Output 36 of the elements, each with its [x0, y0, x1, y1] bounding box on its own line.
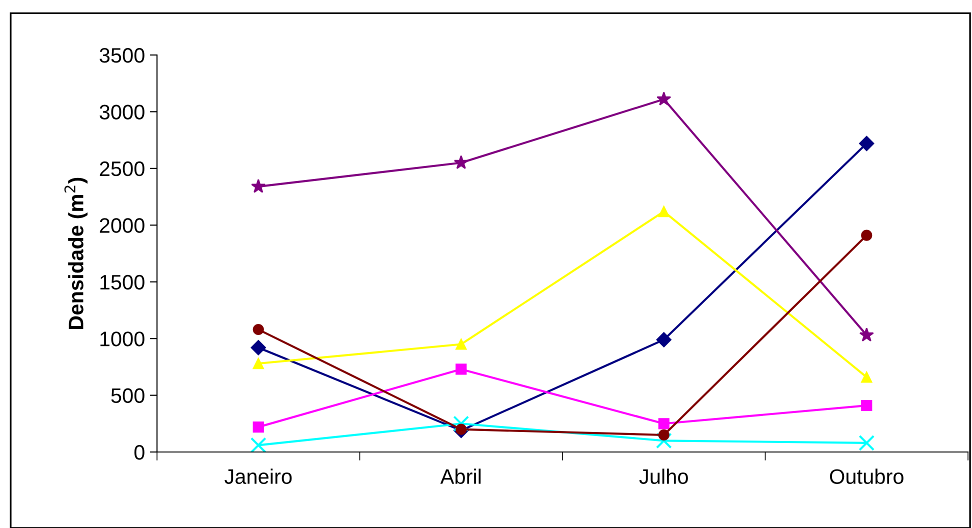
point [859, 136, 874, 152]
point [454, 155, 468, 170]
x-tick-label: Outubro [830, 468, 904, 484]
y-tick-label: 1000 [100, 332, 144, 346]
point [456, 338, 467, 350]
y-axis-title: Densidade (m$^{2}$) [64, 178, 88, 329]
point [658, 206, 670, 218]
x-tick-label: Abril [440, 468, 481, 484]
y-tick-label: 2000 [100, 218, 144, 233]
y-tick-label: 1500 [100, 274, 144, 290]
x-tick-label: Julho [639, 468, 688, 484]
point [456, 364, 467, 375]
point [861, 230, 872, 241]
point [251, 178, 266, 193]
point [859, 328, 874, 342]
point [656, 332, 672, 348]
y-tick-label: 500 [111, 388, 144, 404]
y-tick-label: 3000 [100, 104, 144, 120]
point [252, 324, 264, 336]
y-tick-label: 2500 [100, 161, 144, 176]
point [252, 358, 264, 370]
point [656, 92, 672, 106]
point [250, 340, 266, 356]
y-tick-label: 3500 [100, 48, 144, 63]
point [658, 429, 670, 441]
point [453, 416, 470, 432]
x-tick-label: Janeiro [224, 468, 292, 484]
point [658, 418, 670, 430]
point [656, 432, 672, 449]
point [858, 434, 875, 451]
point [861, 372, 872, 383]
point [456, 424, 467, 435]
point [861, 400, 872, 412]
point [250, 437, 266, 452]
point [252, 421, 264, 433]
y-tick-label: 0 [134, 445, 144, 460]
